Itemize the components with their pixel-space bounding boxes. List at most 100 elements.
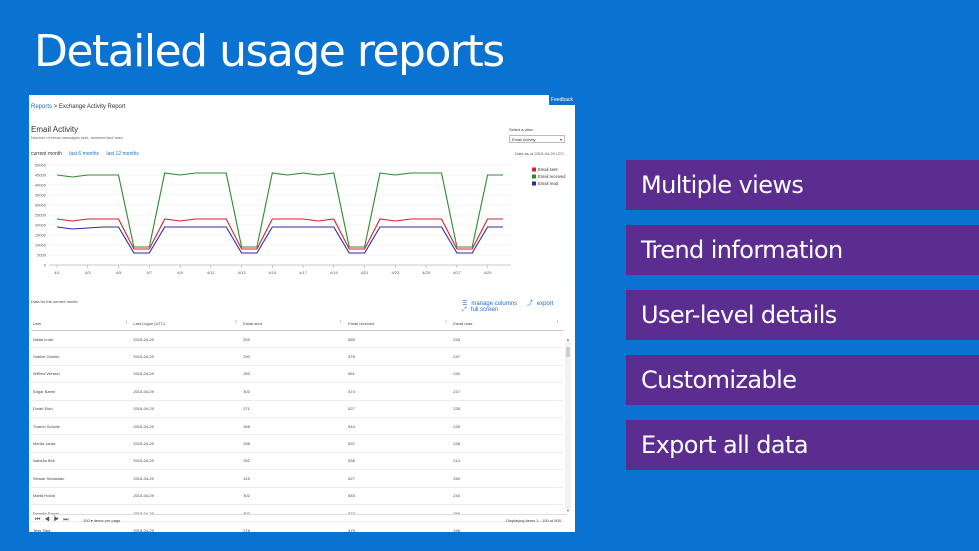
time-range-selector: current month last 6 months last 12 mont…	[31, 151, 145, 157]
scrollbar[interactable]: ▲ ▼	[565, 337, 571, 513]
table-cell: 573	[346, 504, 452, 523]
column-header[interactable]: Last Logon (UTC) ↕	[131, 317, 242, 331]
table-row[interactable]: Tharon Scholle 2015-04-29 268 544 235	[31, 417, 563, 436]
scroll-up-icon[interactable]: ▲	[566, 337, 570, 342]
x-tick-label: 4/21	[361, 270, 370, 275]
grid-toolbar: ☰ manage columns ⤴ export ⤢ full screen	[454, 298, 575, 314]
y-tick-label: 10000	[35, 243, 47, 248]
column-header[interactable]: Email read ↕	[451, 317, 563, 331]
table-cell: 303	[241, 382, 347, 401]
x-tick-label: 4/5	[116, 270, 122, 275]
view-select-value: Email Activity	[512, 137, 536, 142]
table-cell: 2015-04-29	[131, 330, 242, 349]
table-row[interactable]: Nikita Irudh 2015-04-29 209 569 234	[31, 330, 563, 349]
table-cell: 247	[451, 382, 563, 401]
sort-icon[interactable]: ↕	[556, 319, 560, 325]
grid-label: Data for the current month	[31, 299, 78, 304]
sort-icon[interactable]: ↕	[124, 319, 128, 325]
table-row[interactable]: Isabella Birk 2015-04-29 252 538 214	[31, 452, 563, 471]
x-tick-label: 4/3	[85, 270, 91, 275]
legend-label: Email received	[538, 174, 566, 179]
feedback-button[interactable]: Feedback	[549, 95, 575, 105]
column-header[interactable]: Email received ↕	[346, 317, 452, 331]
table-row[interactable]: Wilfred Wessel 2015-04-29 253 561 240	[31, 365, 563, 384]
page-size[interactable]: 100 ▾ items per page	[83, 518, 121, 523]
full-screen-button[interactable]: ⤢ full screen	[462, 307, 499, 313]
table-row[interactable]: Merita Jarda 2015-04-29 298 537 248	[31, 434, 563, 453]
table-row[interactable]: Marta Holda 2015-04-29 302 545 244	[31, 487, 563, 505]
table-cell: 214	[451, 452, 563, 471]
table-cell: 234	[451, 330, 563, 349]
table-cell: 235	[451, 400, 563, 418]
breadcrumb-reports-link[interactable]: Reports	[31, 104, 53, 110]
x-tick-label: 4/23	[391, 270, 400, 275]
y-tick-label: 30000	[35, 203, 47, 208]
table-row[interactable]: Donella Szigel 2015-04-29 303 573 266	[31, 504, 563, 523]
table-cell: 248	[451, 434, 563, 453]
y-tick-label: 35000	[35, 193, 47, 198]
table-cell: 2015-04-29	[131, 487, 242, 505]
table-row[interactable]: Tess Siba 2015-04-29 278 475 196	[31, 521, 563, 532]
full-screen-icon: ⤢	[462, 307, 467, 313]
legend-swatch	[532, 174, 536, 179]
series-line-email-received	[56, 172, 503, 248]
report-title: Email Activity	[31, 125, 79, 134]
table-cell: Marta Holda	[31, 487, 132, 505]
displaying-items: Displaying items 1 - 100 of 500	[506, 518, 561, 523]
scroll-down-icon[interactable]: ▼	[566, 508, 570, 513]
table-cell: 303	[241, 504, 347, 523]
manage-columns-button[interactable]: ☰ manage columns	[462, 301, 518, 307]
table-row[interactable]: Sabine Gunkin 2015-04-29 290 576 247	[31, 347, 563, 366]
table-cell: Wilfred Wessel	[31, 365, 132, 384]
export-button[interactable]: ⤴ export	[526, 301, 554, 307]
table-cell: 252	[241, 452, 347, 471]
x-tick-label: 4/29	[484, 270, 493, 275]
column-header[interactable]: Email sent ↕	[241, 317, 347, 331]
table-cell: 278	[241, 521, 347, 532]
legend-label: Email sent	[538, 167, 558, 172]
table-cell: Tess Siba	[31, 521, 132, 532]
pager-nav-icons[interactable]: ⏮◀▶⏭	[35, 517, 73, 523]
table-cell: 2015-04-29	[131, 521, 242, 532]
user-table: User ↕ Last Logon (UTC) ↕ Email sent ↕ Email r…	[31, 317, 563, 532]
series-line-email-read	[56, 226, 503, 254]
y-tick-label: 15000	[35, 233, 47, 238]
pager: ⏮◀▶⏭ 100 ▾ items per page Displaying ite…	[31, 514, 567, 527]
table-cell: Merita Jarda	[31, 434, 132, 453]
column-header[interactable]: User ↕	[31, 317, 132, 331]
sort-icon[interactable]: ↕	[234, 319, 238, 325]
table-cell: 2015-04-29	[131, 452, 242, 471]
table-cell: Tharon Scholle	[31, 417, 132, 436]
table-cell: 544	[346, 417, 452, 436]
table-row[interactable]: Dinah Eido 2015-04-29 271 527 235	[31, 400, 563, 418]
table-cell: Shinae Sebastian	[31, 469, 132, 488]
y-tick-label: 40000	[35, 183, 47, 188]
table-cell: 266	[451, 504, 563, 523]
sort-icon[interactable]: ↕	[339, 319, 343, 325]
legend-label: Email read	[538, 181, 559, 186]
view-select[interactable]: Email Activity ▾	[509, 135, 565, 143]
export-icon: ⤴	[526, 301, 533, 307]
table-cell: 2015-04-29	[131, 504, 242, 523]
table-row[interactable]: Edgar Bame 2015-04-29 303 474 247	[31, 382, 563, 401]
table-cell: 269	[451, 469, 563, 488]
sort-icon[interactable]: ↕	[444, 319, 448, 325]
table-cell: 235	[451, 417, 563, 436]
table-cell: 537	[346, 434, 452, 453]
table-cell: 2015-04-29	[131, 347, 242, 366]
feature-customizable: Customizable	[626, 355, 979, 405]
view-select-label: Select a view:	[509, 127, 534, 132]
breadcrumb-separator: >	[52, 104, 59, 110]
feature-multiple-views: Multiple views	[626, 160, 979, 210]
table-row[interactable]: Shinae Sebastian 2015-04-29 315 527 269	[31, 469, 563, 488]
table-cell: Nikita Irudh	[31, 330, 132, 349]
table-cell: 271	[241, 400, 347, 418]
chevron-down-icon: ▾	[559, 137, 562, 142]
table-cell: 576	[346, 347, 452, 366]
range-current-month[interactable]: current month	[31, 151, 62, 157]
feature-trend-information: Trend information	[626, 225, 979, 275]
range-last-6-months[interactable]: last 6 months	[69, 151, 99, 157]
legend-swatch	[532, 181, 536, 186]
scroll-thumb[interactable]	[566, 347, 570, 357]
range-last-12-months[interactable]: last 12 months	[106, 151, 139, 157]
